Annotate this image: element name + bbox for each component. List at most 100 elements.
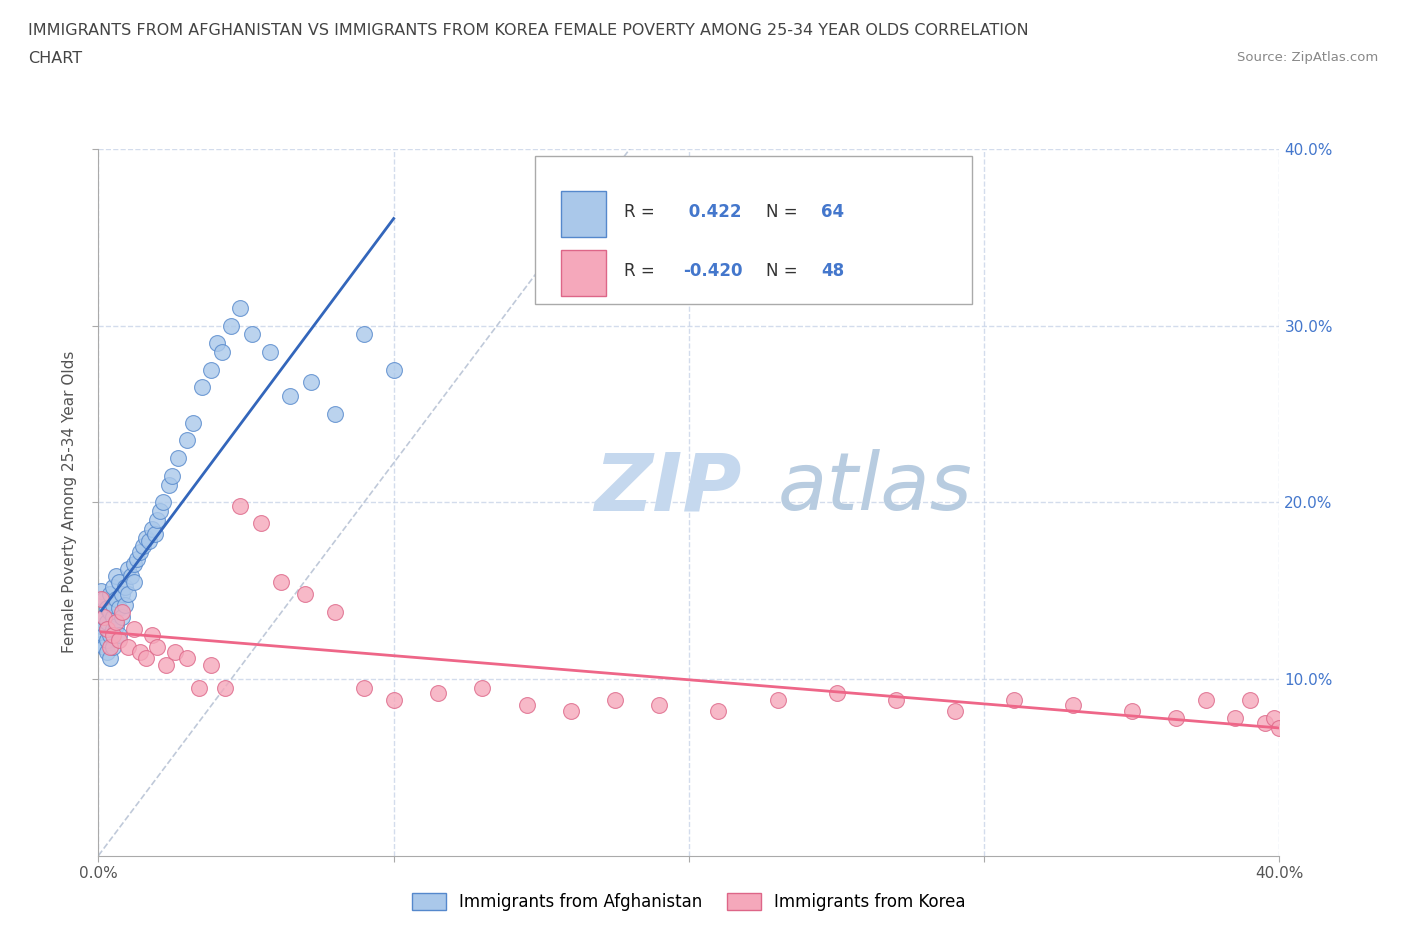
Text: R =: R = bbox=[624, 204, 659, 221]
Point bbox=[138, 534, 160, 549]
Text: N =: N = bbox=[766, 262, 803, 280]
Point bbox=[141, 522, 163, 537]
Point bbox=[1002, 693, 1025, 708]
Point bbox=[117, 587, 139, 602]
Point bbox=[103, 628, 125, 643]
Text: 48: 48 bbox=[821, 262, 845, 280]
Point bbox=[382, 363, 405, 378]
Point bbox=[128, 544, 150, 559]
Point bbox=[117, 562, 139, 577]
Point bbox=[884, 693, 907, 708]
Point bbox=[353, 327, 375, 342]
Point bbox=[278, 389, 302, 404]
Legend: Immigrants from Afghanistan, Immigrants from Korea: Immigrants from Afghanistan, Immigrants … bbox=[406, 886, 972, 918]
Point bbox=[98, 650, 121, 665]
Point bbox=[1164, 711, 1187, 725]
Point bbox=[353, 681, 375, 696]
Point bbox=[93, 592, 115, 607]
Text: Source: ZipAtlas.com: Source: ZipAtlas.com bbox=[1237, 51, 1378, 64]
Point bbox=[90, 636, 112, 651]
Point bbox=[323, 604, 346, 619]
Point bbox=[165, 645, 187, 660]
Point bbox=[93, 628, 115, 643]
Point bbox=[1268, 721, 1291, 736]
Text: -0.420: -0.420 bbox=[683, 262, 742, 280]
Point bbox=[128, 645, 150, 660]
Point bbox=[1195, 693, 1218, 708]
Point bbox=[120, 569, 142, 584]
Point bbox=[200, 658, 222, 672]
Point bbox=[103, 579, 125, 594]
Point bbox=[1254, 716, 1277, 731]
Point bbox=[1239, 693, 1261, 708]
Point bbox=[93, 610, 115, 625]
Point bbox=[943, 703, 966, 718]
Point bbox=[108, 575, 131, 590]
Y-axis label: Female Poverty Among 25-34 Year Olds: Female Poverty Among 25-34 Year Olds bbox=[62, 351, 77, 654]
Point bbox=[1121, 703, 1143, 718]
Point bbox=[176, 650, 198, 665]
Point bbox=[1263, 711, 1285, 725]
Point bbox=[90, 592, 112, 607]
Point bbox=[181, 416, 204, 431]
Point bbox=[211, 345, 233, 360]
FancyBboxPatch shape bbox=[561, 192, 606, 237]
Point bbox=[176, 433, 198, 448]
Point bbox=[323, 406, 346, 421]
Point bbox=[122, 575, 145, 590]
Point bbox=[96, 645, 118, 660]
Text: 0.422: 0.422 bbox=[683, 204, 741, 221]
Point bbox=[96, 632, 118, 647]
Point bbox=[427, 685, 450, 700]
Point bbox=[259, 345, 281, 360]
Point bbox=[108, 628, 131, 643]
Point bbox=[707, 703, 730, 718]
Point bbox=[90, 618, 112, 633]
Point bbox=[471, 681, 494, 696]
Text: atlas: atlas bbox=[778, 449, 973, 527]
Point bbox=[111, 604, 134, 619]
Point bbox=[135, 650, 157, 665]
Point bbox=[105, 615, 128, 630]
Point bbox=[382, 693, 405, 708]
Point bbox=[149, 504, 172, 519]
Point bbox=[96, 622, 118, 637]
Text: N =: N = bbox=[766, 204, 803, 221]
Point bbox=[766, 693, 789, 708]
Point bbox=[825, 685, 848, 700]
Point bbox=[294, 587, 316, 602]
Text: ZIP: ZIP bbox=[595, 449, 742, 527]
Point bbox=[135, 530, 157, 545]
Point bbox=[270, 575, 292, 590]
FancyBboxPatch shape bbox=[536, 156, 973, 304]
Point bbox=[122, 556, 145, 571]
Point bbox=[132, 539, 155, 554]
Point bbox=[103, 640, 125, 655]
Point bbox=[299, 375, 322, 390]
Point bbox=[108, 632, 131, 647]
Point bbox=[114, 579, 136, 594]
Point bbox=[125, 551, 148, 566]
Point bbox=[122, 622, 145, 637]
Point bbox=[219, 318, 242, 333]
Point bbox=[648, 698, 671, 712]
Point bbox=[98, 628, 121, 643]
Point bbox=[96, 622, 118, 637]
Point bbox=[229, 300, 252, 315]
Point bbox=[105, 592, 128, 607]
Point bbox=[605, 693, 627, 708]
Point bbox=[162, 469, 183, 484]
Point bbox=[111, 587, 134, 602]
Point bbox=[240, 327, 263, 342]
Point bbox=[143, 526, 166, 541]
Point bbox=[214, 681, 236, 696]
Point bbox=[146, 640, 169, 655]
Point bbox=[103, 597, 125, 612]
Point bbox=[105, 618, 128, 633]
Point bbox=[200, 363, 222, 378]
Point bbox=[96, 615, 118, 630]
Point bbox=[117, 640, 139, 655]
Point bbox=[515, 698, 537, 712]
Point bbox=[103, 622, 125, 637]
Point bbox=[93, 610, 115, 625]
